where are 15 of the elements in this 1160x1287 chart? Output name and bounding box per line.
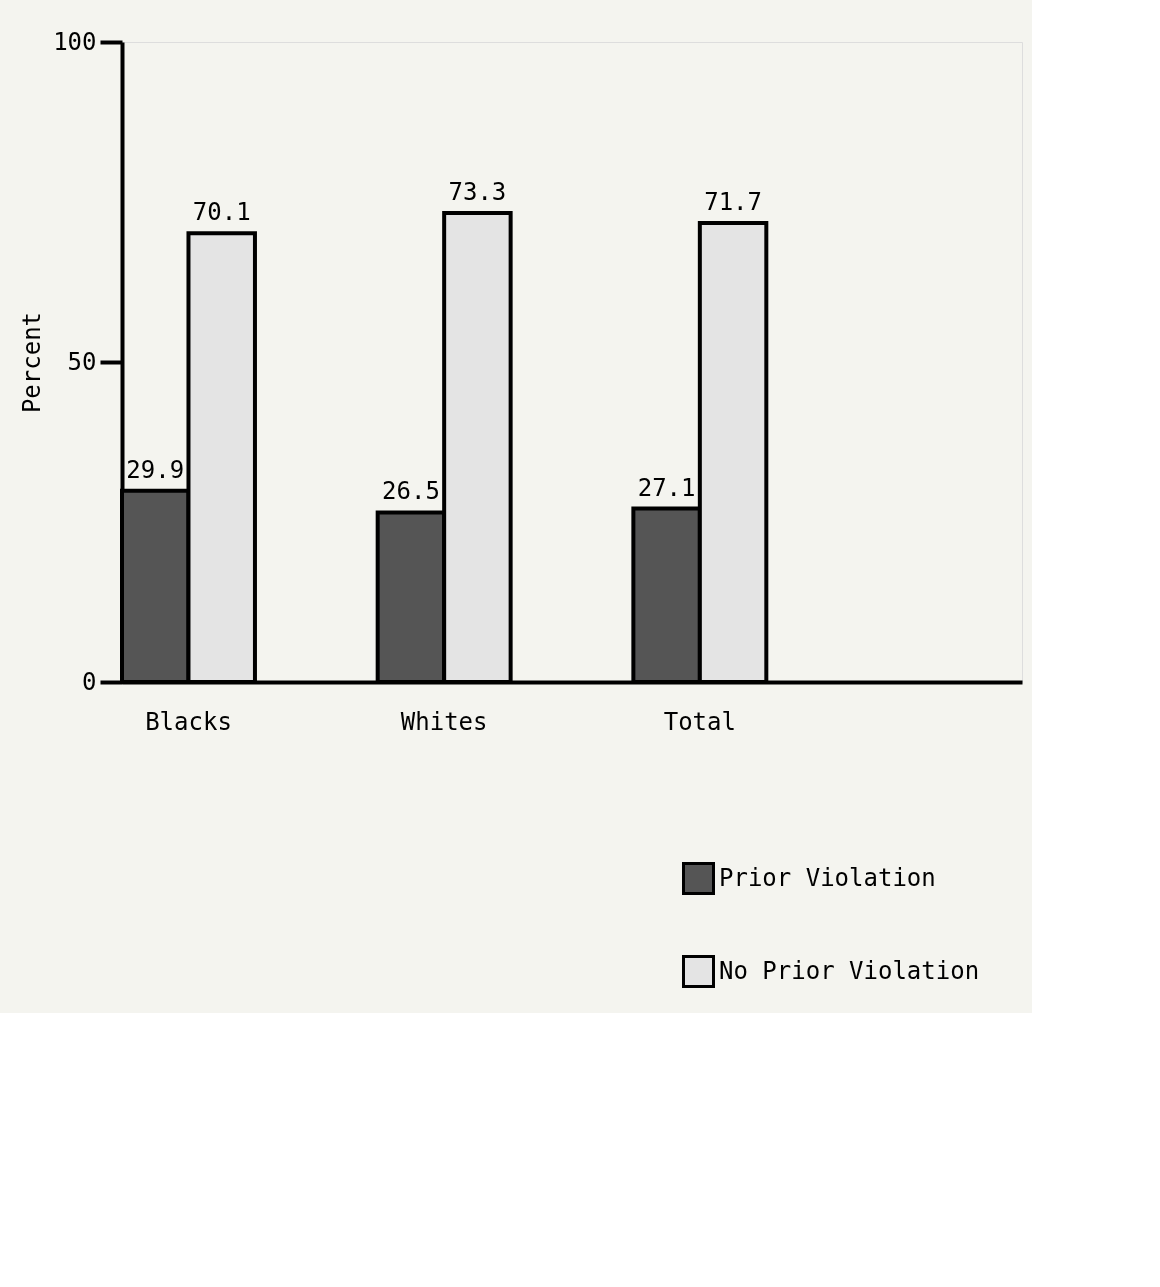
legend-label: No Prior Violation [719,956,980,985]
y-tick-label: 100 [53,27,97,56]
data-label: 71.7 [704,188,762,217]
y-axis-title: Percent [18,311,47,414]
data-label: 27.1 [637,473,696,502]
legend-label: Prior Violation [719,863,936,892]
x-tick-label: Total [663,707,736,736]
y-tick-label: 0 [82,667,97,696]
x-tick-label: Whites [400,707,488,736]
data-label: 73.3 [448,177,507,206]
data-label: 29.9 [126,455,185,484]
data-label: 70.1 [192,198,251,227]
data-label: 26.5 [382,477,440,506]
y-tick-label: 50 [67,347,97,376]
x-tick-label: Blacks [145,707,232,736]
